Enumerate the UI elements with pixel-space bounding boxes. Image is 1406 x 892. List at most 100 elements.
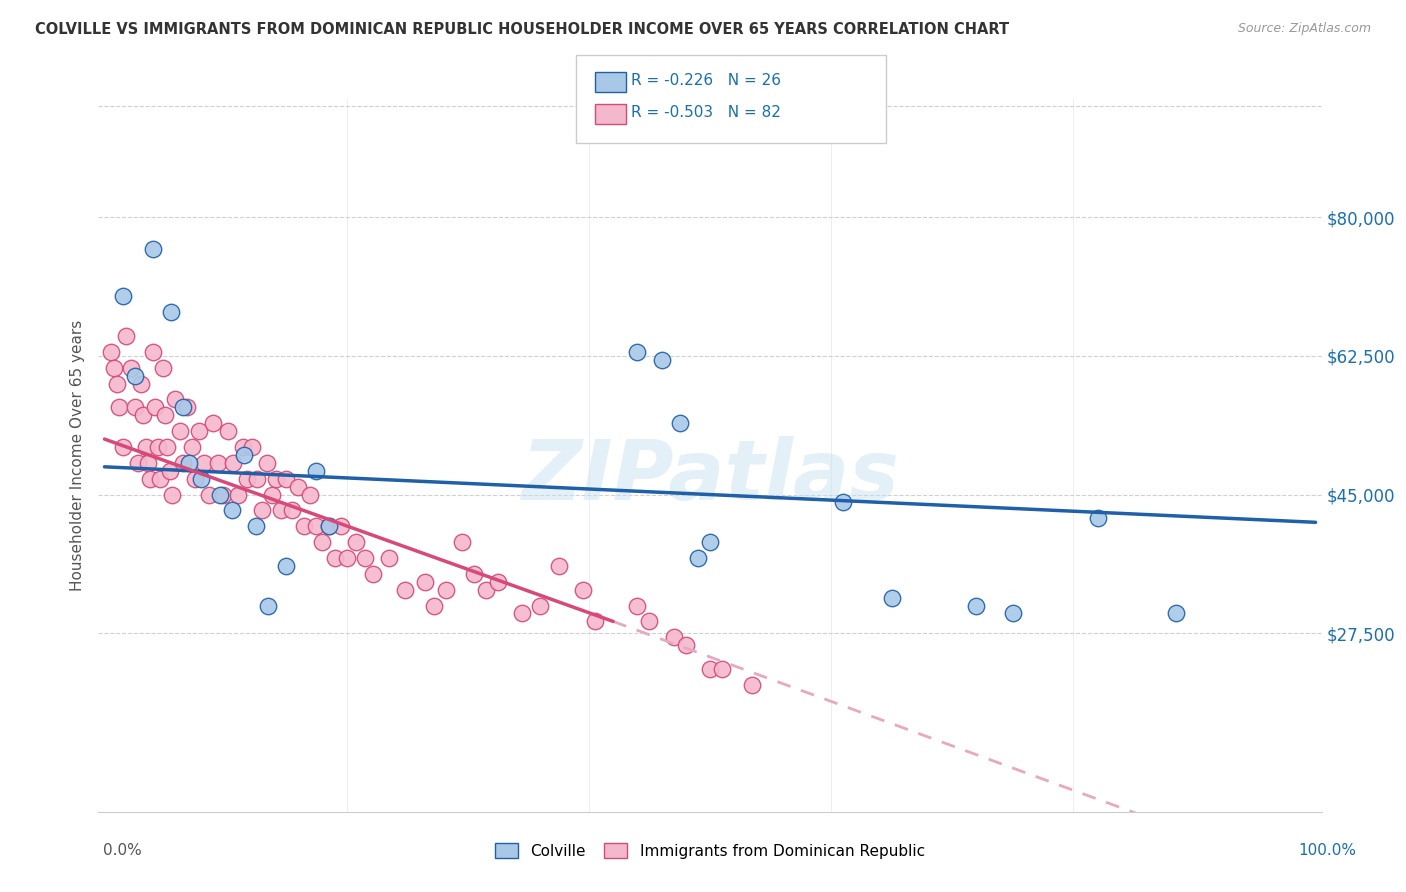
Point — [139, 472, 162, 486]
Point — [232, 440, 254, 454]
Point — [208, 487, 231, 501]
Point — [292, 519, 315, 533]
Point — [266, 472, 288, 486]
Point — [115, 329, 138, 343]
Point — [276, 558, 298, 573]
Point — [1166, 607, 1188, 621]
Point — [741, 678, 763, 692]
Point — [108, 401, 131, 415]
Point — [260, 487, 283, 501]
Point — [222, 456, 245, 470]
Text: 0.0%: 0.0% — [103, 843, 142, 858]
Point — [305, 519, 328, 533]
Point — [699, 662, 721, 676]
Point — [475, 582, 498, 597]
Point — [146, 440, 169, 454]
Point — [160, 305, 183, 319]
Point — [299, 487, 322, 501]
Point — [217, 424, 239, 438]
Point — [415, 574, 437, 589]
Point — [305, 464, 328, 478]
Point — [111, 289, 134, 303]
Point — [336, 551, 359, 566]
Point — [180, 440, 202, 454]
Point — [547, 558, 569, 573]
Point — [583, 615, 606, 629]
Point — [662, 630, 685, 644]
Text: R = -0.503   N = 82: R = -0.503 N = 82 — [631, 105, 782, 120]
Point — [197, 487, 219, 501]
Point — [212, 487, 235, 501]
Point — [318, 519, 340, 533]
Point — [529, 599, 551, 613]
Point — [202, 416, 225, 430]
Point — [143, 401, 166, 415]
Point — [156, 440, 179, 454]
Point — [270, 503, 292, 517]
Point — [190, 472, 212, 486]
Point — [699, 535, 721, 549]
Text: COLVILLE VS IMMIGRANTS FROM DOMINICAN REPUBLIC HOUSEHOLDER INCOME OVER 65 YEARS : COLVILLE VS IMMIGRANTS FROM DOMINICAN RE… — [35, 22, 1010, 37]
Point — [1001, 607, 1024, 621]
Point — [124, 368, 146, 383]
Point — [232, 448, 254, 462]
Point — [311, 535, 333, 549]
Point — [257, 599, 280, 613]
Point — [149, 472, 172, 486]
Text: R = -0.226   N = 26: R = -0.226 N = 26 — [631, 73, 782, 88]
Point — [323, 551, 346, 566]
Point — [966, 599, 988, 613]
Point — [159, 464, 181, 478]
Point — [450, 535, 472, 549]
Point — [111, 440, 134, 454]
Point — [120, 360, 142, 375]
Point — [142, 242, 165, 256]
Point — [100, 344, 122, 359]
Point — [172, 456, 194, 470]
Point — [832, 495, 855, 509]
Point — [226, 487, 249, 501]
Point — [129, 376, 152, 391]
Point — [169, 424, 191, 438]
Point — [179, 456, 201, 470]
Text: 100.0%: 100.0% — [1299, 843, 1357, 858]
Text: Source: ZipAtlas.com: Source: ZipAtlas.com — [1237, 22, 1371, 36]
Point — [354, 551, 377, 566]
Point — [256, 456, 278, 470]
Point — [136, 456, 159, 470]
Point — [184, 472, 207, 486]
Point — [245, 519, 267, 533]
Point — [344, 535, 367, 549]
Point — [486, 574, 509, 589]
Point — [675, 638, 697, 652]
Point — [132, 409, 155, 423]
Point — [105, 376, 128, 391]
Point — [463, 566, 485, 581]
Point — [246, 472, 269, 486]
Point — [668, 416, 690, 430]
Point — [103, 360, 125, 375]
Point — [1087, 511, 1109, 525]
Point — [162, 487, 184, 501]
Point — [651, 352, 673, 367]
Point — [363, 566, 385, 581]
Point — [287, 480, 309, 494]
Point — [207, 456, 229, 470]
Point — [329, 519, 352, 533]
Point — [434, 582, 457, 597]
Point — [638, 615, 661, 629]
Point — [152, 360, 174, 375]
Point — [626, 599, 648, 613]
Point — [172, 401, 194, 415]
Point — [127, 456, 149, 470]
Text: ZIPatlas: ZIPatlas — [522, 436, 898, 516]
Legend: Colville, Immigrants from Dominican Republic: Colville, Immigrants from Dominican Repu… — [489, 837, 931, 864]
Point — [378, 551, 401, 566]
Point — [142, 344, 165, 359]
Point — [318, 519, 340, 533]
Point — [626, 344, 648, 359]
Point — [163, 392, 186, 407]
Point — [686, 551, 709, 566]
Point — [176, 401, 198, 415]
Point — [281, 503, 304, 517]
